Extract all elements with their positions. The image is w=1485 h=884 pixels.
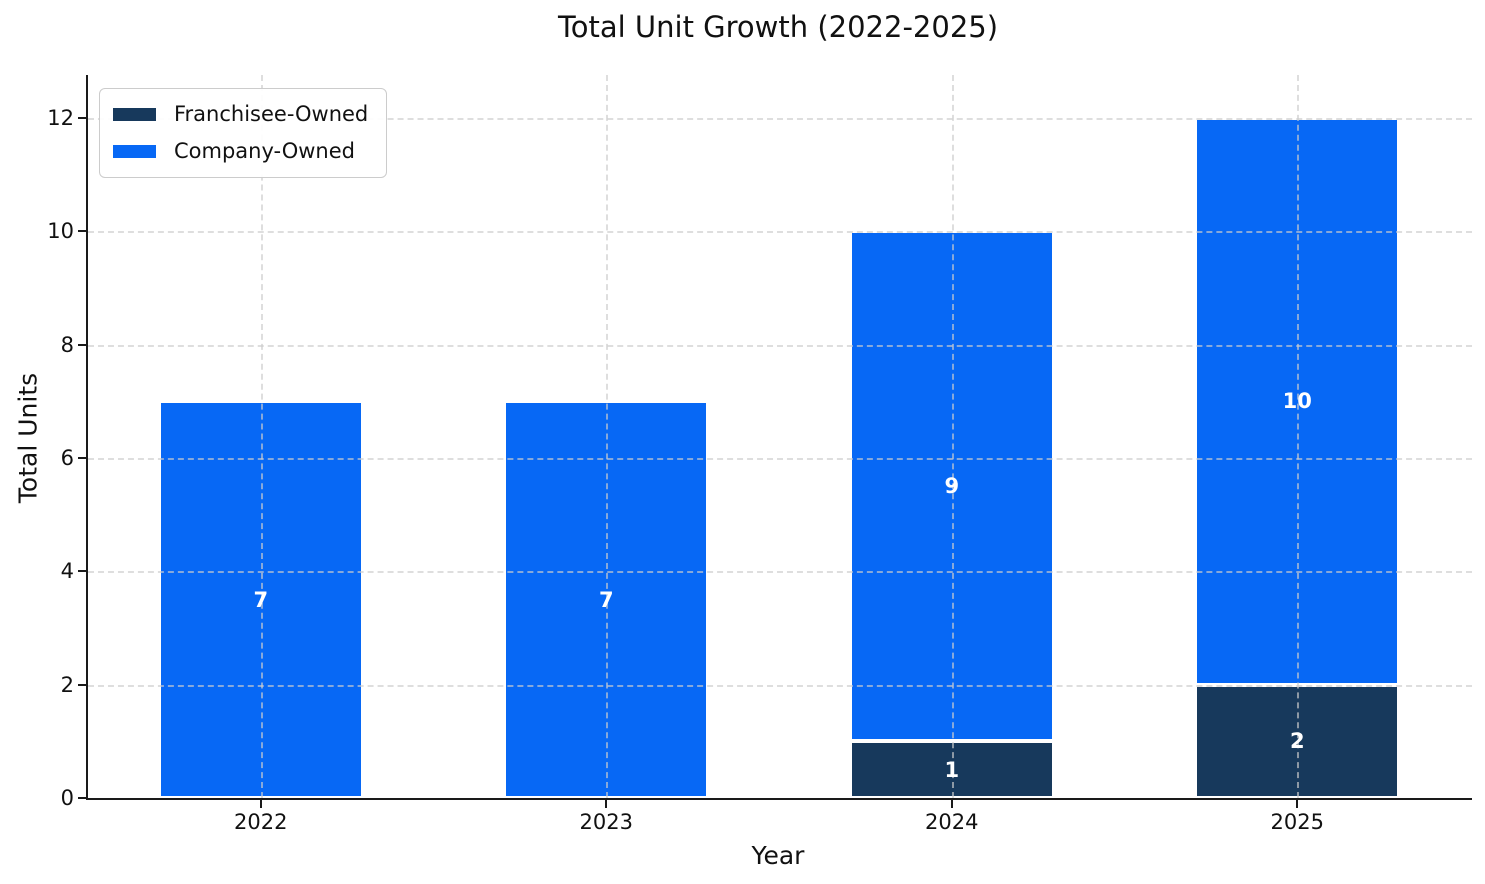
chart-title: Total Unit Growth (2022-2025) — [557, 10, 999, 44]
x-tick-mark-2025 — [1296, 800, 1299, 808]
gridline-h-6 — [88, 458, 1472, 461]
legend-swatch-company-owned — [113, 145, 156, 158]
gridline-v-2024 — [951, 75, 954, 798]
gridline-h-10 — [88, 231, 1472, 234]
x-tick-label-2025: 2025 — [1270, 810, 1324, 834]
x-tick-label-2023: 2023 — [579, 810, 633, 834]
y-tick-label-0: 0 — [60, 786, 74, 810]
bar-segment-company-owned-2024 — [849, 231, 1054, 742]
y-tick-label-10: 10 — [47, 219, 74, 244]
bar-segment-company-owned-2025 — [1195, 118, 1400, 685]
y-tick-label-8: 8 — [60, 332, 74, 357]
legend-label-company-owned: Company-Owned — [174, 139, 355, 163]
y-tick-label-2: 2 — [60, 672, 74, 697]
x-tick-mark-2022 — [259, 800, 262, 808]
x-axis-label: Year — [751, 841, 805, 870]
x-tick-mark-2024 — [950, 800, 953, 808]
y-tick-mark-12 — [78, 117, 86, 120]
y-tick-label-4: 4 — [60, 559, 74, 584]
legend-item-company-owned: Company-Owned — [113, 138, 368, 165]
gridline-h-12 — [88, 118, 1472, 121]
y-tick-mark-8 — [78, 343, 86, 346]
x-tick-mark-2023 — [605, 800, 608, 808]
x-tick-label-2024: 2024 — [925, 810, 979, 834]
legend: Franchisee-Owned Company-Owned — [99, 88, 388, 178]
bar-segment-company-owned-2022 — [158, 401, 363, 798]
bar-segment-company-owned-2023 — [504, 401, 709, 798]
bar-value-label: 2 — [1289, 729, 1305, 754]
y-tick-mark-4 — [78, 570, 86, 573]
x-tick-label-2022: 2022 — [234, 810, 288, 834]
bar-segment-franchisee-owned-2024 — [849, 741, 1054, 798]
y-tick-mark-2 — [78, 683, 86, 686]
y-tick-mark-6 — [78, 457, 86, 460]
gridline-h-4 — [88, 571, 1472, 574]
legend-label-franchisee-owned: Franchisee-Owned — [174, 102, 369, 126]
bar-value-label: 9 — [944, 474, 960, 499]
y-tick-label-6: 6 — [60, 446, 74, 471]
y-tick-label-12: 12 — [47, 106, 74, 131]
gridline-v-2022 — [260, 75, 263, 798]
legend-swatch-franchisee-owned — [113, 108, 156, 121]
bar-value-label: 7 — [598, 587, 614, 612]
plot-area: 7 7 1 9 2 10 — [86, 75, 1472, 800]
bar-value-label: 1 — [944, 757, 960, 782]
y-tick-mark-0 — [78, 797, 86, 799]
y-tick-mark-10 — [78, 230, 86, 233]
legend-item-franchisee-owned: Franchisee-Owned — [113, 101, 368, 128]
gridline-v-2023 — [606, 75, 609, 798]
gridline-h-2 — [88, 684, 1472, 687]
gridline-h-8 — [88, 344, 1472, 347]
y-axis-label: Total Units — [13, 372, 43, 504]
bar-value-label: 10 — [1282, 389, 1312, 414]
bar-value-label: 7 — [253, 587, 269, 612]
gridline-v-2025 — [1297, 75, 1300, 798]
bar-segment-franchisee-owned-2025 — [1195, 684, 1400, 798]
